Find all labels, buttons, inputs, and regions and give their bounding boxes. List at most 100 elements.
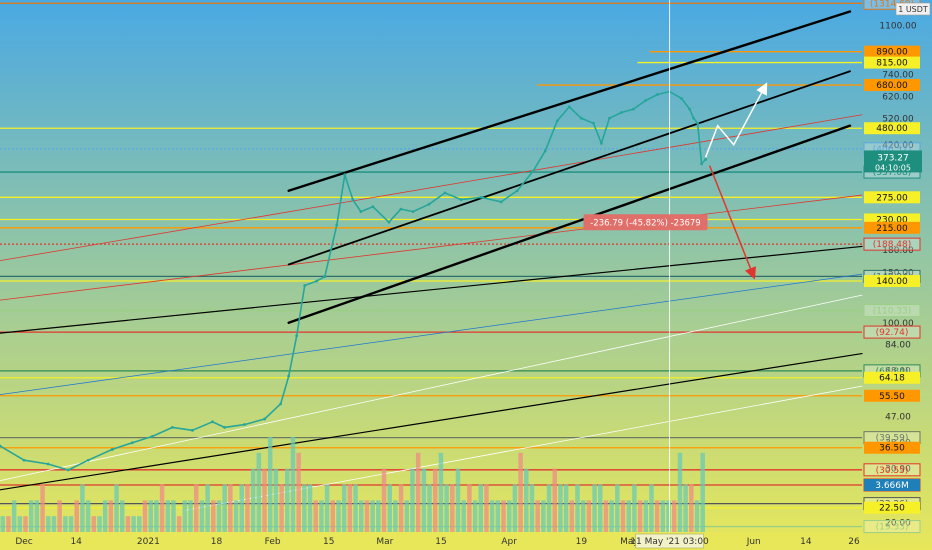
price-point xyxy=(359,210,363,214)
volume-bar xyxy=(415,452,421,532)
volume-bar xyxy=(450,484,455,532)
volume-bar xyxy=(484,484,489,532)
trend-line xyxy=(0,273,863,396)
volume-bar xyxy=(632,484,637,532)
volume-bar xyxy=(205,484,210,532)
level-price-tag[interactable] xyxy=(864,122,920,135)
volume-bar xyxy=(307,484,313,532)
volume-bar xyxy=(154,500,159,532)
price-point xyxy=(599,141,603,145)
level-price-label: (30.55) xyxy=(876,466,909,476)
price-point xyxy=(263,417,267,421)
level-price-label: 815.00 xyxy=(876,59,908,69)
volume-tag[interactable] xyxy=(864,479,920,491)
price-axis[interactable]: 1100.00 740.00 620.00 520.00 420.00 180.00 150… xyxy=(862,0,932,550)
volume-bar xyxy=(23,516,28,532)
level-price-tag[interactable] xyxy=(864,45,920,58)
price-point xyxy=(399,207,403,211)
projection-up-arrow xyxy=(704,82,768,158)
volume-bar xyxy=(489,500,495,532)
time-tick-label: Apr xyxy=(501,537,517,547)
volume-bar xyxy=(580,500,586,532)
level-price-tag[interactable] xyxy=(864,371,920,384)
volume-bar xyxy=(262,468,267,532)
volume-bar xyxy=(575,484,580,532)
time-tick-label: 14 xyxy=(800,537,812,547)
time-tick-label: 2021 xyxy=(137,537,160,547)
level-price-tag[interactable] xyxy=(863,520,921,534)
volume-bar xyxy=(677,452,683,532)
trend-line xyxy=(0,245,863,334)
volume-bar xyxy=(11,500,17,532)
level-price-tag[interactable] xyxy=(864,441,920,454)
volume-bar xyxy=(148,500,153,532)
level-price-label: 55.50 xyxy=(879,392,905,402)
level-price-label: 22.50 xyxy=(879,504,905,514)
volume-bar xyxy=(598,484,603,532)
volume-bar xyxy=(467,484,472,532)
volume-bar xyxy=(17,516,23,532)
volume-bar xyxy=(438,452,444,532)
level-price-tag[interactable] xyxy=(864,221,920,234)
level-price-label: 64.18 xyxy=(879,374,905,384)
volume-bar xyxy=(137,516,142,532)
volume-bar xyxy=(279,484,284,532)
volume-bar xyxy=(370,500,375,532)
level-price-tag[interactable] xyxy=(864,79,920,92)
volume-bar xyxy=(28,500,34,532)
volume-bar xyxy=(683,484,688,532)
level-price-label: 890.00 xyxy=(876,48,908,58)
price-point xyxy=(680,97,683,100)
volume-bar xyxy=(319,500,324,532)
volume-bar xyxy=(364,500,370,532)
level-price-label: 140.00 xyxy=(876,277,908,287)
time-axis-bg xyxy=(0,532,862,550)
volume-bar xyxy=(142,500,148,532)
volume-bar xyxy=(552,468,557,532)
level-price-label: (337.08) xyxy=(873,168,912,178)
volume-bar xyxy=(341,484,347,532)
level-price-tag[interactable] xyxy=(864,389,920,402)
price-point xyxy=(315,279,319,283)
volume-bar xyxy=(626,500,631,532)
volume-bar xyxy=(199,500,205,532)
time-axis[interactable]: Dec 14 2021 18 Feb 15 Mar 15 Apr 19 May Jun 14 26 11 M… xyxy=(0,532,862,550)
time-tick-label: Feb xyxy=(265,537,281,547)
level-price-label: 230.00 xyxy=(876,215,908,225)
volume-bar xyxy=(0,516,5,532)
measure-tool[interactable]: -236.79 (-45.82%) -23679 xyxy=(583,214,708,231)
trend-line xyxy=(287,124,852,324)
level-price-label: (406.52) xyxy=(873,145,912,155)
level-price-tag[interactable] xyxy=(863,237,921,251)
price-point xyxy=(459,198,463,201)
level-price-tag[interactable] xyxy=(864,501,920,514)
price-point xyxy=(110,448,114,451)
volume-bar xyxy=(80,484,85,532)
level-price-tag[interactable] xyxy=(863,463,921,477)
volume-bar xyxy=(46,516,51,532)
level-price-tag[interactable] xyxy=(864,56,920,69)
current-price-tag[interactable] xyxy=(864,150,922,173)
level-price-tag[interactable] xyxy=(863,325,921,339)
price-point xyxy=(351,198,355,201)
measure-label: -236.79 (-45.82%) -23679 xyxy=(590,219,700,229)
price-tick-label: 150.00 xyxy=(882,268,914,278)
volume-bar xyxy=(615,484,620,532)
volume-bar xyxy=(398,484,404,532)
level-price-tag[interactable] xyxy=(864,191,920,204)
volume-bar xyxy=(222,484,227,532)
currency-badge[interactable] xyxy=(895,2,931,16)
price-tick-label: 620.00 xyxy=(882,92,914,102)
volume-bar xyxy=(302,484,307,532)
volume-bar xyxy=(68,516,74,532)
price-point xyxy=(371,205,375,209)
measure-label-box[interactable] xyxy=(583,214,708,231)
volume-bar xyxy=(529,484,535,532)
level-price-tag[interactable] xyxy=(863,304,921,318)
level-price-tag[interactable] xyxy=(864,275,920,288)
price-point xyxy=(696,121,700,125)
price-point xyxy=(688,107,691,111)
volume-bar xyxy=(404,500,410,532)
time-tick-label: 19 xyxy=(576,537,588,547)
